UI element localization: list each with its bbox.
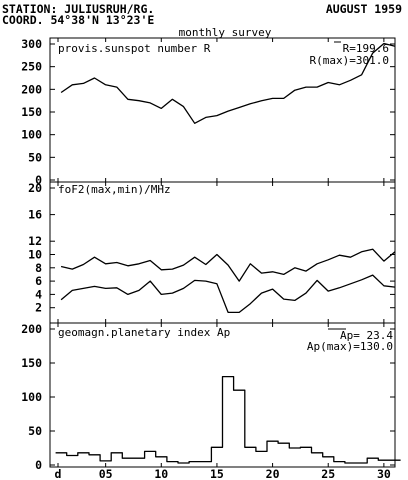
sunspot-max-annotation: R(max)=301.0 bbox=[310, 54, 389, 67]
sunspot-mean-annotation: R=199.6 bbox=[343, 42, 389, 55]
ap-max-annotation: Ap(max)=130.0 bbox=[307, 340, 393, 353]
x-tick-label: d bbox=[55, 467, 62, 480]
fof2-y-tick-label: 16 bbox=[28, 208, 42, 222]
fof2-marks bbox=[60, 248, 396, 314]
fof2-y-tick-label: 20 bbox=[28, 181, 42, 195]
ap-y-tick-label: 200 bbox=[21, 322, 42, 336]
ap-y-tick-label: 0 bbox=[35, 458, 42, 472]
fof2-y-tick-label: 6 bbox=[35, 274, 42, 288]
x-tick-label: 05 bbox=[99, 467, 113, 480]
fof2-y-tick-label: 4 bbox=[35, 287, 42, 301]
survey-label: monthly survey bbox=[179, 26, 272, 39]
sunspot-title: provis.sunspot number R bbox=[58, 42, 211, 55]
sunspot-y-tick-label: 250 bbox=[21, 60, 42, 74]
fof2-y-tick-label: 12 bbox=[28, 234, 42, 248]
sunspot-y-tick-label: 50 bbox=[28, 150, 42, 164]
ap-title: geomagn.planetary index Ap bbox=[58, 326, 230, 339]
sunspot-y-tick-label: 200 bbox=[21, 82, 42, 96]
x-tick-label: 20 bbox=[266, 467, 280, 480]
ap-panel-frame bbox=[49, 322, 396, 468]
sunspot-y-tick-label: 0 bbox=[35, 173, 42, 187]
station-label: STATION: JULIUSRUH/RG. bbox=[2, 2, 154, 16]
ap-step-line bbox=[55, 375, 401, 464]
ap-y-ticks: 0 50 100 150 200 bbox=[21, 322, 395, 472]
ap-y-tick-label: 50 bbox=[28, 424, 42, 438]
sunspot-panel: provis.sunspot number R R=199.6 R(max)=3… bbox=[21, 37, 396, 187]
ap-panel: geomagn.planetary index Ap Ap= 23.4 Ap(m… bbox=[21, 38, 401, 480]
sunspot-y-tick-label: 100 bbox=[21, 128, 42, 142]
sunspot-series-line-0 bbox=[60, 42, 396, 124]
x-tick-label: 30 bbox=[377, 467, 391, 480]
sunspot-marks bbox=[60, 42, 396, 124]
fof2-series-line-1 bbox=[60, 274, 396, 314]
x-tick-label: 10 bbox=[154, 467, 168, 480]
x-tick-label: 15 bbox=[210, 467, 224, 480]
sunspot-y-ticks: 0 50 100 150 200 250 300 bbox=[21, 37, 395, 187]
x-tick-label: 25 bbox=[321, 467, 335, 480]
date-label: AUGUST 1959 bbox=[326, 2, 402, 16]
fof2-y-tick-label: 2 bbox=[35, 301, 42, 315]
sunspot-y-tick-label: 300 bbox=[21, 37, 42, 51]
fof2-panel-frame bbox=[49, 181, 396, 324]
ap-y-tick-label: 100 bbox=[21, 390, 42, 404]
ap-y-tick-label: 150 bbox=[21, 356, 42, 370]
fof2-y-tick-label: 8 bbox=[35, 261, 42, 275]
fof2-title: foF2(max,min)/MHz bbox=[58, 183, 171, 196]
coord-label: COORD. 54°38'N 13°23'E bbox=[2, 13, 154, 27]
fof2-y-tick-label: 10 bbox=[28, 248, 42, 262]
fof2-series-line-0 bbox=[60, 248, 396, 282]
x-axis-ticks: d 05 10 15 20 25 30 bbox=[55, 38, 391, 480]
ap-marks bbox=[55, 375, 401, 464]
ap-mean-annotation: Ap= 23.4 bbox=[340, 329, 393, 342]
sunspot-y-tick-label: 150 bbox=[21, 105, 42, 119]
